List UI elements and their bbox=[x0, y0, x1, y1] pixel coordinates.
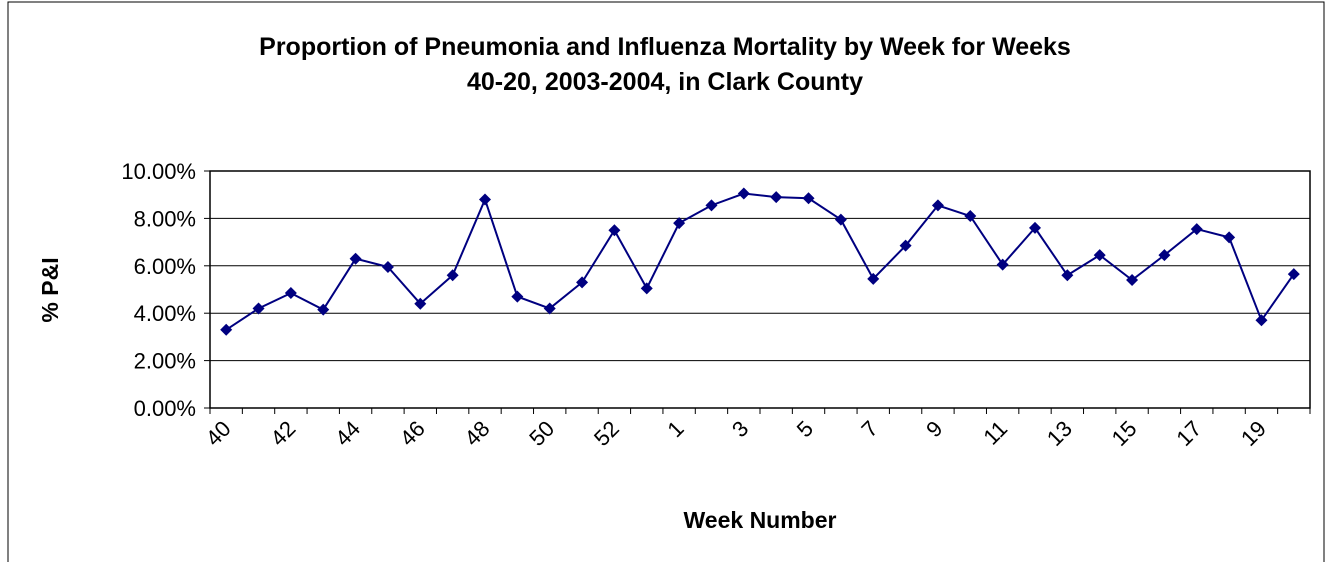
data-point bbox=[284, 287, 297, 300]
data-point bbox=[737, 187, 750, 200]
data-point bbox=[1190, 223, 1203, 236]
data-point bbox=[705, 199, 718, 212]
data-point bbox=[1287, 268, 1300, 281]
y-axis-title: % P&I bbox=[37, 257, 63, 322]
data-point bbox=[1158, 249, 1171, 262]
data-point bbox=[252, 302, 265, 315]
data-point bbox=[543, 302, 556, 315]
data-point bbox=[608, 224, 621, 237]
data-point bbox=[317, 303, 330, 316]
data-point bbox=[673, 217, 686, 230]
series-line bbox=[225, 192, 1295, 331]
data-point bbox=[381, 260, 394, 273]
data-point bbox=[1029, 221, 1041, 234]
data-point bbox=[867, 272, 880, 285]
data-point bbox=[834, 213, 847, 226]
data-point bbox=[576, 276, 589, 289]
data-point bbox=[931, 199, 944, 212]
y-tick-label: 2.00% bbox=[134, 349, 196, 374]
data-point bbox=[899, 239, 912, 252]
y-tick-label: 6.00% bbox=[134, 254, 196, 279]
data-point bbox=[996, 258, 1009, 271]
data-point bbox=[446, 269, 459, 282]
data-point bbox=[479, 193, 491, 206]
data-point bbox=[1255, 314, 1268, 327]
data-point bbox=[1061, 269, 1074, 282]
plot-area bbox=[210, 171, 1310, 408]
data-point bbox=[802, 192, 815, 205]
x-axis-title: Week Number bbox=[684, 507, 837, 533]
data-point bbox=[349, 252, 362, 265]
data-point bbox=[1126, 274, 1139, 287]
y-tick-label: 0.00% bbox=[134, 396, 196, 421]
data-point bbox=[640, 282, 653, 295]
data-point bbox=[1093, 249, 1106, 262]
data-point bbox=[220, 323, 233, 336]
data-point bbox=[414, 297, 427, 310]
chart-subtitle: 40-20, 2003-2004, in Clark County bbox=[467, 68, 863, 96]
y-tick-label: 8.00% bbox=[134, 206, 196, 231]
chart-title: Proportion of Pneumonia and Influenza Mo… bbox=[259, 33, 1071, 61]
data-point bbox=[511, 290, 524, 303]
data-point bbox=[964, 210, 977, 223]
data-point bbox=[1223, 231, 1236, 244]
y-tick-label: 10.00% bbox=[121, 159, 196, 184]
data-point bbox=[770, 191, 783, 204]
y-tick-label: 4.00% bbox=[134, 301, 196, 326]
